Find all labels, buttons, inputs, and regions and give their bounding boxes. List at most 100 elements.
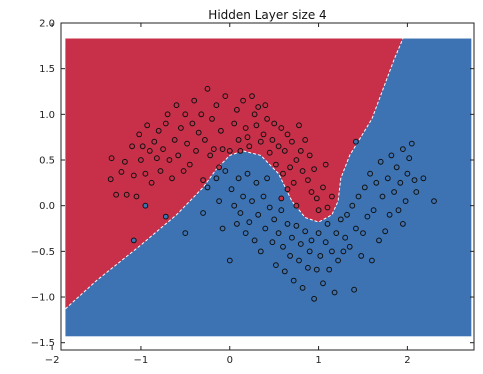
data-point-class-1 bbox=[358, 253, 365, 259]
y-axis: −1.5 −1.0 −0.5 0.0 0.5 1.0 1.5 2.0 bbox=[31, 19, 474, 349]
data-point-class-0 bbox=[246, 143, 253, 150]
data-point-class-0 bbox=[255, 104, 262, 110]
data-point-class-1 bbox=[388, 152, 395, 159]
data-point-class-1 bbox=[296, 257, 302, 264]
data-point-class-1 bbox=[349, 202, 356, 209]
data-point-class-1 bbox=[324, 221, 331, 227]
data-point-class-1 bbox=[402, 198, 409, 205]
data-point-class-0 bbox=[213, 102, 220, 109]
data-point-class-0 bbox=[284, 186, 291, 193]
data-point-class-0 bbox=[257, 138, 264, 145]
data-point-class-1 bbox=[284, 221, 291, 227]
data-point-class-1 bbox=[253, 179, 260, 186]
data-point-class-1 bbox=[222, 168, 229, 174]
data-point-class-0 bbox=[180, 168, 187, 174]
plot-frame bbox=[60, 22, 475, 351]
data-point-class-1 bbox=[351, 286, 358, 293]
data-point-class-0 bbox=[139, 143, 146, 150]
data-point-class-1 bbox=[242, 230, 249, 237]
data-point-class-0 bbox=[240, 97, 247, 104]
data-point-class-1 bbox=[182, 230, 189, 237]
data-point-class-0 bbox=[237, 148, 244, 154]
data-point-class-0 bbox=[189, 120, 196, 127]
data-point-class-1 bbox=[382, 228, 389, 235]
data-point-class-1 bbox=[337, 216, 344, 223]
data-point-class-0 bbox=[118, 169, 125, 175]
data-point-class-0 bbox=[162, 120, 169, 127]
data-point-class-1 bbox=[273, 262, 279, 269]
data-point-class-0 bbox=[289, 138, 295, 145]
data-point-class-1 bbox=[302, 228, 309, 235]
y-tick-label: 1.0 bbox=[39, 110, 55, 121]
data-point-class-0 bbox=[173, 102, 180, 109]
data-point-class-0 bbox=[123, 191, 130, 198]
data-point-class-1 bbox=[400, 146, 406, 153]
data-point-class-0 bbox=[142, 170, 149, 177]
data-point-class-1 bbox=[266, 204, 273, 211]
data-point-class-0 bbox=[231, 120, 238, 127]
data-point-class-0 bbox=[146, 148, 153, 154]
data-point-class-1 bbox=[360, 230, 366, 237]
data-point-class-0 bbox=[234, 106, 240, 113]
data-point-class-1 bbox=[306, 248, 313, 255]
data-point-class-1 bbox=[251, 237, 258, 244]
data-point-class-0 bbox=[251, 111, 258, 118]
data-point-class-0 bbox=[202, 137, 208, 143]
data-point-class-0 bbox=[155, 127, 162, 134]
data-point-class-0 bbox=[293, 202, 300, 209]
decision-regions bbox=[65, 38, 472, 337]
chart-title: Hidden Layer size 4 bbox=[208, 8, 326, 22]
data-point-class-0 bbox=[122, 158, 128, 165]
data-point-class-0 bbox=[249, 93, 255, 99]
data-point-class-1 bbox=[249, 198, 255, 205]
data-point-class-0 bbox=[281, 148, 288, 154]
y-tick-label: −1.5 bbox=[31, 338, 55, 349]
data-point-class-1 bbox=[413, 189, 420, 195]
data-point-class-0 bbox=[297, 148, 304, 154]
data-point-class-0 bbox=[305, 177, 311, 184]
data-point-class-1 bbox=[219, 225, 226, 232]
data-point-class-1 bbox=[386, 211, 393, 218]
data-point-class-1 bbox=[361, 184, 368, 191]
data-point-class-1 bbox=[355, 193, 362, 200]
data-point-class-1 bbox=[142, 202, 149, 209]
data-point-class-0 bbox=[210, 146, 217, 153]
x-tick-label: 0 bbox=[227, 355, 233, 366]
data-point-class-0 bbox=[302, 137, 309, 143]
x-tick-label: −1 bbox=[134, 355, 149, 366]
data-point-class-0 bbox=[144, 122, 151, 129]
data-point-class-1 bbox=[260, 193, 267, 200]
y-tick-label: 0.0 bbox=[39, 201, 55, 212]
data-point-class-1 bbox=[234, 221, 240, 227]
data-point-class-1 bbox=[404, 170, 411, 177]
data-point-class-1 bbox=[281, 268, 288, 275]
data-point-class-0 bbox=[284, 131, 291, 138]
data-point-class-1 bbox=[333, 230, 340, 237]
data-point-class-1 bbox=[278, 207, 285, 214]
data-point-class-0 bbox=[113, 191, 119, 198]
data-point-class-1 bbox=[346, 243, 353, 250]
data-point-class-0 bbox=[184, 140, 191, 147]
data-point-class-1 bbox=[379, 193, 386, 200]
data-point-class-1 bbox=[200, 210, 207, 216]
data-point-class-1 bbox=[280, 243, 286, 250]
data-point-class-0 bbox=[191, 97, 198, 104]
data-point-class-1 bbox=[431, 198, 437, 205]
y-tick-label: 0.5 bbox=[39, 156, 55, 167]
data-point-class-1 bbox=[322, 239, 329, 246]
data-point-class-0 bbox=[169, 175, 175, 182]
data-point-class-0 bbox=[200, 177, 207, 184]
data-point-class-1 bbox=[237, 210, 244, 216]
data-point-class-0 bbox=[222, 93, 229, 99]
data-point-class-0 bbox=[130, 172, 137, 179]
data-point-class-1 bbox=[262, 225, 269, 232]
data-point-class-1 bbox=[216, 198, 223, 205]
data-point-class-0 bbox=[226, 148, 233, 154]
data-point-class-0 bbox=[287, 164, 294, 171]
data-point-class-1 bbox=[255, 211, 262, 218]
data-point-class-0 bbox=[182, 111, 189, 118]
data-point-class-0 bbox=[324, 204, 331, 211]
data-point-class-1 bbox=[287, 253, 294, 259]
data-point-class-1 bbox=[406, 155, 413, 162]
data-point-class-1 bbox=[162, 213, 169, 220]
